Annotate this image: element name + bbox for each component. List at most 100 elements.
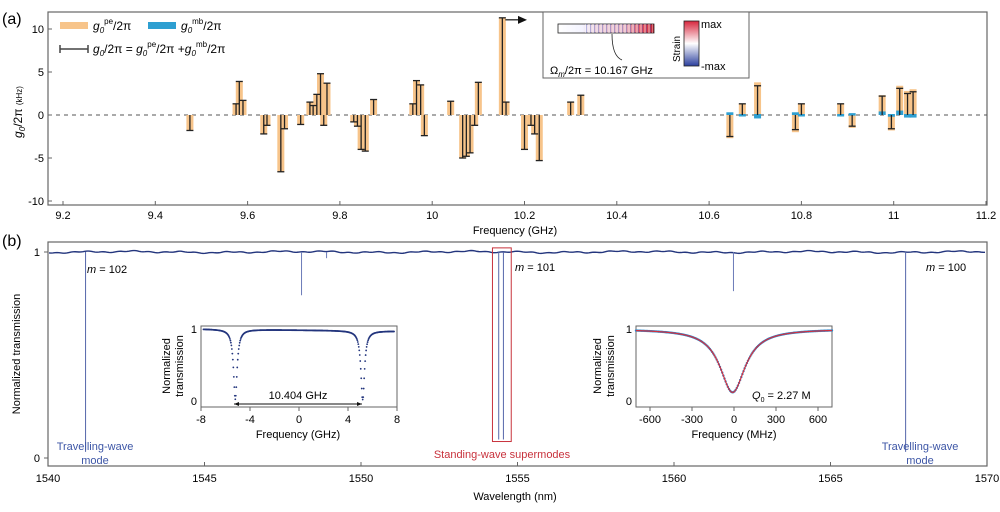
mb-bar [837, 114, 845, 117]
inset1-point [230, 344, 233, 347]
inset1-point [232, 366, 235, 369]
inset1-point [239, 339, 242, 342]
mode-inset: Ωm/2π = 10.167 GHz Strain max -max [505, 11, 750, 79]
x-tick-label: 1565 [818, 473, 842, 485]
legend-swatch-mb [148, 22, 176, 29]
inset1-x-tick-label: -4 [245, 414, 255, 426]
inset1-x-tick-label: 4 [345, 414, 351, 426]
svg-text:g0/2π (kHz): g0/2π (kHz) [11, 86, 27, 138]
inset1-point [366, 343, 369, 346]
inset-lorentzian: -600 -300 0 300 600 0 1 Q0 = 2.27 M Frequency … [592, 324, 834, 441]
dips-group [85, 252, 907, 452]
inset1-x-tick-label: -8 [196, 414, 206, 426]
inset2-fit-line [635, 329, 833, 393]
x-tick-label: 9.2 [55, 210, 70, 222]
inset1-point [229, 341, 232, 344]
inset1-y-label-1: Normalized [161, 338, 173, 394]
strain-beam-pattern [585, 24, 653, 33]
x-tick-label: 1555 [505, 473, 529, 485]
inset1-point [356, 341, 359, 343]
inset1-y-tick-label: 1 [191, 324, 197, 336]
x-tick-label: 10.6 [698, 210, 719, 222]
inset-box [542, 11, 750, 79]
x-axis-label: Wavelength (nm) [473, 491, 556, 503]
y-tick-label: 0 [34, 453, 40, 465]
x-tick-label: 10.2 [514, 210, 535, 222]
inset2-y-tick-label: 0 [626, 396, 632, 408]
colorbar-max-label: max [701, 19, 722, 31]
bars-group [186, 17, 917, 173]
inset1-point [362, 396, 365, 399]
omega-label: Ωm/2π = 10.167 GHz [550, 65, 653, 79]
inset1-point [360, 377, 363, 380]
inset2-x-label: Frequency (MHz) [692, 429, 777, 441]
x-axis-label: Frequency (GHz) [473, 225, 557, 237]
mode-label-m100: m = 100 [926, 262, 966, 274]
transmission-line [48, 249, 986, 255]
inset1-frame [200, 325, 398, 408]
y-axis-label: g0/2π (kHz) [11, 86, 27, 138]
inset1-point [358, 354, 361, 356]
colorbar-title: Strain [672, 36, 683, 62]
inset1-point [357, 345, 360, 348]
inset1-point [355, 338, 358, 340]
q-factor-label: Q0 = 2.27 M [752, 390, 811, 404]
inset1-point [238, 344, 241, 347]
x-tick-label: 1550 [349, 473, 373, 485]
legend-errorbar-icon [59, 45, 89, 53]
legend-label-total: g0/2π = g0pe/2π +g0mb/2π [93, 40, 225, 58]
panel-a-label: (a) [2, 11, 22, 28]
travelling-label-left-1: Travelling-wave [57, 441, 134, 453]
inset1-point [364, 354, 367, 356]
inset1-point [358, 349, 361, 352]
inset1-point [361, 398, 364, 401]
inset1-point [229, 337, 231, 340]
inset1-point [364, 360, 367, 363]
inset1-ticks: -8 -4 0 4 8 0 1 [191, 324, 400, 426]
inset1-point [234, 398, 237, 401]
inset1-point [363, 367, 366, 370]
inset1-point [356, 339, 359, 342]
standing-wave-label: Standing-wave supermodes [434, 449, 571, 461]
y-axis-ticks: 01 [34, 247, 48, 465]
x-tick-label: 11 [888, 210, 899, 222]
inset1-point [230, 348, 233, 350]
travelling-label-right-1: Travelling-wave [882, 441, 959, 453]
x-tick-label: 10.4 [606, 210, 627, 222]
y-tick-label: 1 [34, 247, 40, 259]
inset2-y-tick-label: 1 [626, 324, 632, 336]
mode-label-m101: m = 101 [515, 262, 555, 274]
inset-splitting: -8 -4 0 4 8 0 1 10.404 GHz Frequency (GHz) Nor… [161, 324, 400, 441]
inset1-point [233, 386, 236, 389]
x-tick-label: 9.4 [148, 210, 163, 222]
inset1-x-tick-label: 0 [296, 414, 302, 426]
x-tick-label: 9.6 [240, 210, 255, 222]
inset1-point [235, 386, 238, 389]
mb-bar [797, 114, 805, 117]
y-tick-label: -5 [34, 153, 44, 165]
inset1-point [362, 387, 365, 390]
inset1-point [235, 376, 238, 378]
mode-label-m102: m = 102 [87, 264, 127, 276]
arrowhead-icon [518, 15, 527, 24]
inset1-y-tick-label: 0 [191, 396, 197, 408]
standing-wave-highlight-box [491, 247, 512, 443]
x-tick-label: 1570 [975, 473, 999, 485]
mb-bar [726, 112, 734, 115]
inset1-point [359, 367, 362, 370]
inset2-x-tick-label: 0 [731, 414, 737, 426]
x-tick-label: 11.2 [976, 210, 997, 222]
y-tick-label: -10 [28, 196, 44, 208]
inset1-x-tick-label: 8 [394, 414, 400, 426]
legend-swatch-pe [60, 22, 88, 29]
inset2-y-label-2: transmission [605, 335, 617, 397]
inset1-point [360, 387, 363, 390]
inset2-x-tick-label: -300 [681, 414, 703, 426]
legend: g0pe/2π g0mb/2π g0/2π = g0pe/2π +g0mb/2π [59, 17, 225, 58]
panel-a: (a) 9.2 9.4 9.6 9.8 10 10.2 10.4 10.6 10.8 11 11.2… [2, 11, 996, 237]
inset2-x-tick-label: 600 [809, 414, 827, 426]
x-tick-label: 9.8 [332, 210, 347, 222]
inset2-x-tick-label: 300 [767, 414, 785, 426]
inset1-y-label-2: transmission [174, 335, 186, 397]
